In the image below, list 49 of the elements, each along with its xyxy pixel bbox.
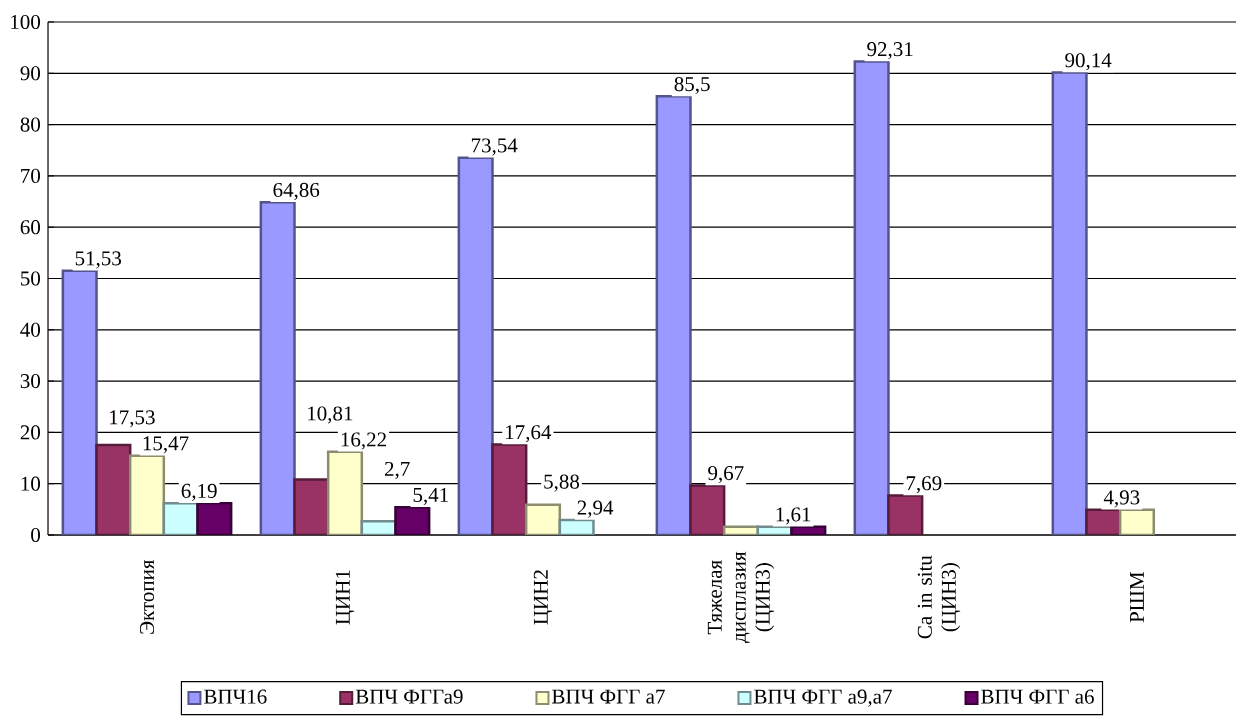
bar xyxy=(457,156,494,535)
bar xyxy=(95,443,132,535)
legend-label: ВПЧ16 xyxy=(204,689,267,704)
y-tick-label: 50 xyxy=(21,271,41,286)
legend-label: ВПЧ ФГГа9 xyxy=(355,689,463,704)
x-tick-label: Ca in situ (ЦИН3) xyxy=(917,555,961,639)
y-tick-label: 0 xyxy=(31,527,41,543)
data-label: 2,7 xyxy=(384,461,410,480)
y-tick-label: 20 xyxy=(20,425,41,440)
x-tick-label: Эктопия xyxy=(139,559,155,634)
y-tick-label: 60 xyxy=(20,220,41,235)
legend-label: ВПЧ ФГГ а6 xyxy=(981,689,1094,704)
x-tick-label: РШМ xyxy=(1130,572,1144,623)
y-tick-label: 70 xyxy=(21,168,41,183)
y-tick-label: 90 xyxy=(20,66,41,81)
y-tick-label: 100 xyxy=(11,14,41,30)
y-tick-label: 30 xyxy=(20,374,41,389)
bar xyxy=(128,454,166,535)
data-label: 16,22 xyxy=(341,432,386,450)
data-label: 51,53 xyxy=(75,251,122,269)
data-label: 90,14 xyxy=(1065,53,1112,71)
data-label: 17,64 xyxy=(506,425,552,443)
bar xyxy=(259,201,296,535)
bar xyxy=(61,269,98,535)
x-tick-label: ЦИН2 xyxy=(533,570,553,625)
data-label: 4,93 xyxy=(1103,490,1140,508)
data-label: 10,81 xyxy=(308,406,353,424)
data-label: 64,86 xyxy=(273,182,320,201)
data-label: 17,53 xyxy=(110,410,155,428)
data-label: 9,67 xyxy=(708,466,744,484)
data-label: 7,69 xyxy=(906,476,942,494)
data-label: 73,54 xyxy=(471,138,518,156)
bar xyxy=(853,60,890,535)
y-tick-label: 40 xyxy=(20,322,41,337)
data-label: 6,19 xyxy=(181,483,217,501)
x-tick-label: ЦИН1 xyxy=(335,570,355,625)
data-label: 5,41 xyxy=(413,487,448,506)
data-label: 1,61 xyxy=(776,507,811,525)
y-tick-label: 80 xyxy=(20,117,41,132)
data-label: 5,88 xyxy=(544,474,580,492)
y-tick-label: 10 xyxy=(21,476,41,491)
data-label: 92,31 xyxy=(867,42,913,60)
legend-label: ВПЧ ФГГ а9,а7 xyxy=(754,689,892,707)
bar xyxy=(655,95,692,535)
data-label: 15,47 xyxy=(143,436,189,454)
data-label: 85,5 xyxy=(674,76,710,95)
data-label: 2,94 xyxy=(577,500,614,518)
legend-label: ВПЧ ФГГ а7 xyxy=(552,689,665,704)
x-tick-label: Тяжелая дисплазия (ЦИН3) xyxy=(707,551,775,643)
